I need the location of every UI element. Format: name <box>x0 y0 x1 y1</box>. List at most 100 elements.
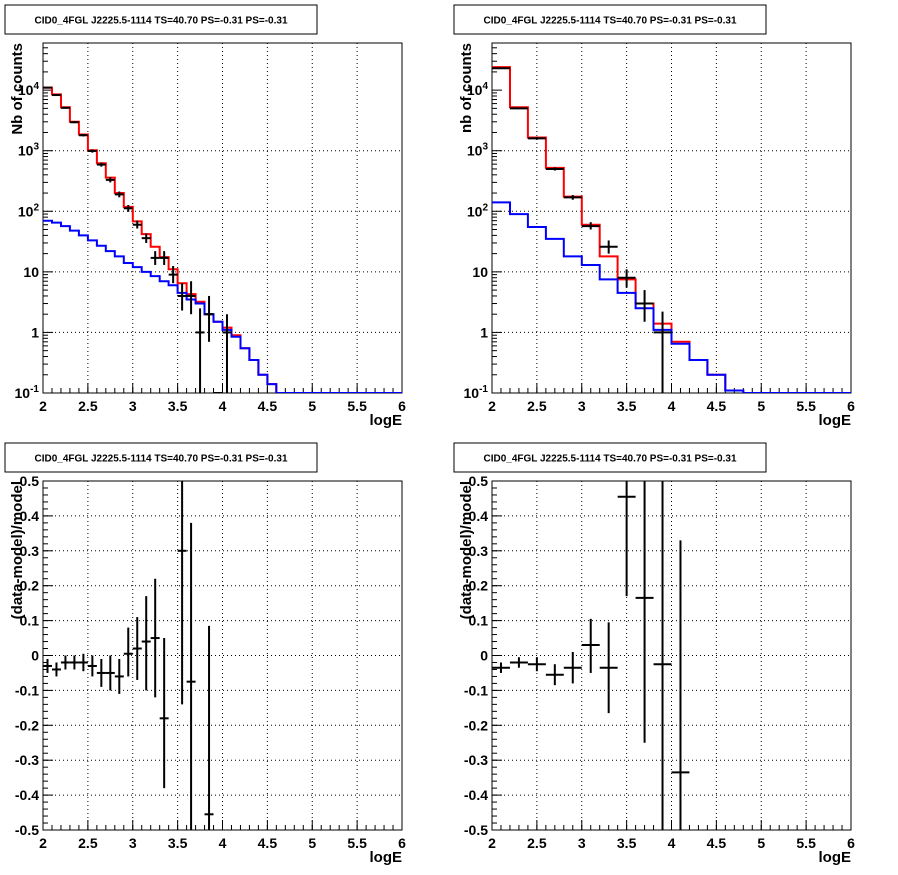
data-point <box>51 94 61 97</box>
y-tick-label: -0.5 <box>464 822 488 838</box>
data-point <box>635 290 654 322</box>
data-point <box>545 664 564 686</box>
data-point <box>78 134 88 137</box>
y-tick-label: 103 <box>467 142 489 159</box>
x-tick-label: 6 <box>847 835 855 851</box>
data-point <box>177 283 187 311</box>
y-tick-label: 0.4 <box>469 508 489 524</box>
y-tick-label: 102 <box>467 202 489 219</box>
data-point <box>141 233 151 243</box>
y-tick-label: 0.4 <box>20 508 40 524</box>
x-tick-label: 5 <box>308 398 316 414</box>
data-point <box>653 311 672 393</box>
total-model-histogram <box>43 86 402 393</box>
x-tick-label: 5.5 <box>796 835 816 851</box>
y-tick-label: 10-1 <box>464 384 489 401</box>
data-point <box>87 655 97 677</box>
data-point <box>69 121 79 124</box>
y-minor-ticks <box>43 47 48 376</box>
y-tick-label: -0.3 <box>464 752 488 768</box>
y-tick-label: -0.5 <box>15 822 39 838</box>
x-tick-label: 4.5 <box>258 835 278 851</box>
x-axis-title: logE <box>819 412 852 429</box>
data-point <box>563 195 582 200</box>
x-tick-label: 5.5 <box>347 835 367 851</box>
data-point <box>96 162 106 167</box>
data-point <box>159 251 169 265</box>
y-axis-title: Nb of counts <box>9 43 26 135</box>
y-tick-label: 10-1 <box>15 384 40 401</box>
y-axis-title: nb of counts <box>458 43 475 133</box>
data-point <box>599 622 618 714</box>
x-axis-title: logE <box>819 849 852 866</box>
x-tick-label: 3 <box>578 398 586 414</box>
y-tick-label: 0.2 <box>20 578 40 594</box>
x-tick-label: 3.5 <box>168 398 188 414</box>
x-tick-label: 6 <box>847 398 855 414</box>
data-point <box>60 106 70 109</box>
data-point <box>150 251 160 265</box>
y-tick-label: 0.1 <box>20 613 40 629</box>
data-point <box>114 658 124 694</box>
x-tick-label: 5 <box>757 398 765 414</box>
y-axis-title: (data-model)/model <box>458 481 475 619</box>
data-point <box>204 295 214 342</box>
panel-top-right: 2 2.5 3 3.5 4 4.5 5 5.5 610-1110102103104logEnb … <box>453 4 855 429</box>
data-point <box>617 269 636 288</box>
data-point <box>43 658 52 673</box>
data-point <box>581 618 600 673</box>
y-minor-ticks <box>492 47 497 376</box>
data-point <box>123 627 133 677</box>
panel-title: CID0_4FGL J2225.5-1114 TS=40.70 PS=-0.31… <box>34 454 287 465</box>
y-tick-label: -0.3 <box>15 752 39 768</box>
data-point <box>186 522 196 830</box>
data-point <box>617 481 636 597</box>
x-tick-label: 5 <box>308 835 316 851</box>
x-tick-label: 4 <box>219 398 227 414</box>
data-point <box>509 107 528 110</box>
y-tick-label: -0.4 <box>15 787 39 803</box>
source-model-histogram <box>43 219 402 393</box>
panel-title: CID0_4FGL J2225.5-1114 TS=40.70 PS=-0.31… <box>483 454 736 465</box>
data-point <box>671 540 690 830</box>
x-tick-label: 2 <box>39 398 47 414</box>
x-tick-label: 2 <box>39 835 47 851</box>
y-tick-label: 0.5 <box>20 473 40 489</box>
data-point <box>159 638 169 789</box>
data-point <box>563 652 582 684</box>
x-tick-label: 4 <box>219 835 227 851</box>
data-point <box>653 481 672 830</box>
title-box <box>453 442 767 473</box>
x-tick-label: 3.5 <box>617 398 637 414</box>
x-tick-label: 3.5 <box>617 835 637 851</box>
y-tick-label: -0.4 <box>464 787 488 803</box>
data-point <box>123 204 133 212</box>
y-tick-label: 1 <box>31 324 39 340</box>
data-point <box>87 149 97 153</box>
data-point <box>509 657 528 668</box>
x-tick-label: 3 <box>129 398 137 414</box>
x-tick-label: 4 <box>668 835 676 851</box>
x-axis-title: logE <box>370 412 403 429</box>
data-point <box>204 625 214 830</box>
y-tick-label: 0.1 <box>469 613 489 629</box>
data-point <box>132 220 142 229</box>
x-tick-label: 4.5 <box>707 398 727 414</box>
y-tick-label: 103 <box>18 142 40 159</box>
data-point <box>96 658 106 687</box>
title-box <box>4 4 318 35</box>
y-tick-label: 0.5 <box>469 473 489 489</box>
y-tick-label: 1 <box>480 324 488 340</box>
series-group <box>43 86 402 393</box>
data-point <box>132 617 142 680</box>
data-point <box>150 578 160 698</box>
panel-top-left: 2 2.5 3 3.5 4 4.5 5 5.5 610-1110102103104logENb … <box>4 4 406 429</box>
y-tick-label: 0.3 <box>469 543 489 559</box>
x-tick-label: 6 <box>398 398 406 414</box>
x-tick-label: 4 <box>668 398 676 414</box>
series-group <box>492 66 851 393</box>
data-point <box>168 265 178 284</box>
data-point <box>105 655 115 691</box>
data-point <box>186 281 196 315</box>
